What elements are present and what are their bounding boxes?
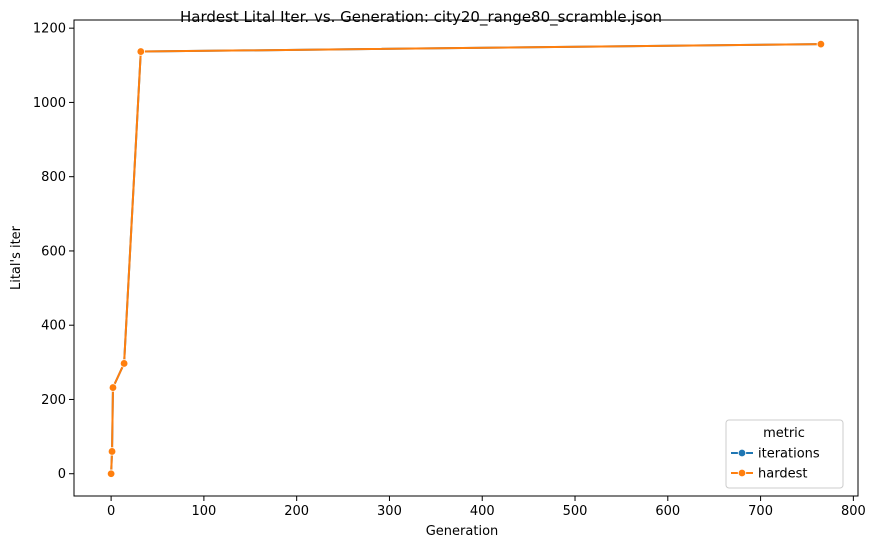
x-tick-label: 600 (655, 504, 680, 519)
y-axis-label: Lital's iter (9, 225, 24, 290)
y-tick-label: 0 (58, 467, 66, 482)
data-point-hardest (816, 39, 826, 49)
data-point-hardest (136, 47, 146, 56)
y-tick-label: 1000 (33, 96, 66, 111)
legend-marker-hardest (737, 468, 747, 478)
x-tick-label: 200 (284, 504, 309, 519)
x-tick-label: 700 (748, 504, 773, 519)
legend-marker-iterations (737, 448, 747, 458)
series-layer (106, 39, 826, 478)
data-point-hardest (119, 359, 129, 368)
x-tick-label: 400 (470, 504, 495, 519)
legend-label-iterations: iterations (758, 447, 820, 462)
legend-box (725, 419, 844, 489)
x-tick-label: 0 (107, 504, 115, 519)
y-tick-label: 800 (41, 170, 66, 185)
series-line-hardest (110, 43, 821, 474)
x-tick-label: 300 (377, 504, 402, 519)
chart-title: Hardest Lital Iter. vs. Generation: city… (180, 8, 662, 27)
y-axis: 0 200 400 600 800 1000 1200 (33, 22, 74, 482)
y-tick-label: 600 (41, 244, 66, 259)
y-tick-label: 1200 (33, 22, 66, 37)
legend-label-hardest: hardest (758, 467, 807, 482)
data-point-hardest (108, 383, 118, 392)
y-tick-label: 400 (41, 319, 66, 334)
x-tick-label: 100 (191, 504, 216, 519)
y-tick-label: 200 (41, 393, 66, 408)
x-axis: 0 100 200 300 400 500 600 700 800 (107, 496, 866, 519)
x-tick-label: 800 (841, 504, 866, 519)
x-tick-label: 500 (563, 504, 588, 519)
legend-title: metric (763, 426, 805, 441)
plot-area (73, 19, 859, 497)
x-axis-label: Generation (426, 524, 499, 539)
legend: metric iterations hardest (725, 419, 844, 489)
data-point-hardest (107, 447, 117, 456)
series-line-iterations (110, 43, 821, 474)
data-point-hardest (106, 469, 116, 478)
